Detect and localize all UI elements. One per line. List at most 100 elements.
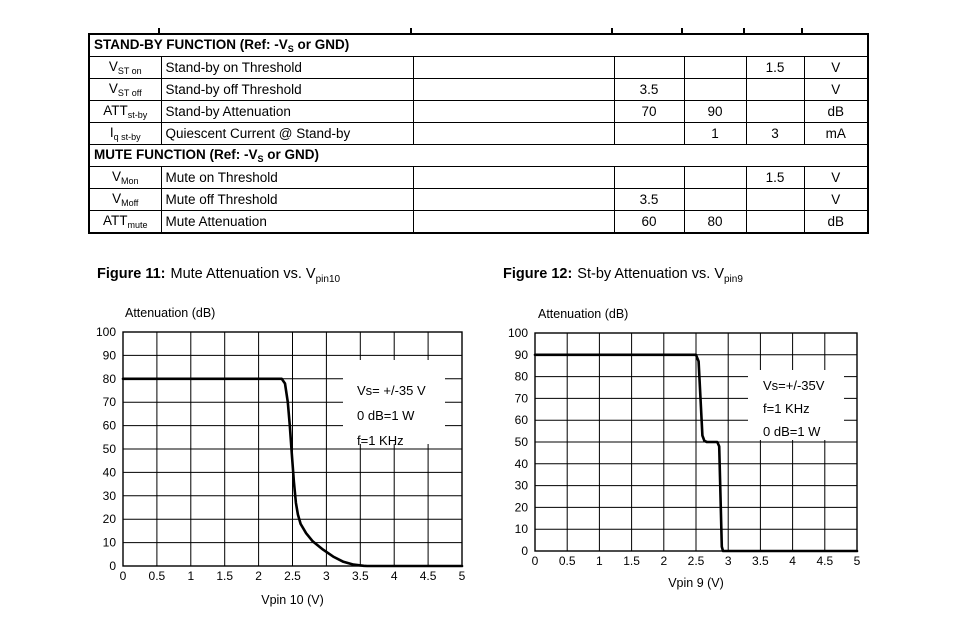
y-axis-title: Attenuation (dB)	[125, 306, 215, 320]
svg-text:0.5: 0.5	[149, 569, 166, 583]
svg-text:0: 0	[532, 554, 539, 568]
unit-cell: V	[803, 56, 869, 79]
vs-subscript: S	[257, 154, 264, 164]
svg-text:0: 0	[120, 569, 127, 583]
svg-text:3.5: 3.5	[752, 554, 769, 568]
parameter-cell: Mute on Threshold	[160, 166, 414, 189]
typ-cell	[683, 166, 747, 189]
svg-text:0.5: 0.5	[559, 554, 576, 568]
max-cell: 3	[745, 122, 805, 145]
table-continuation-tick	[611, 28, 613, 33]
svg-text:80: 80	[103, 372, 117, 386]
spec-row: ATTmute Mute Attenuation 60 80 dB	[88, 210, 869, 234]
min-cell	[613, 122, 685, 145]
svg-text:2.5: 2.5	[688, 554, 705, 568]
svg-text:50: 50	[515, 435, 529, 449]
svg-text:4.5: 4.5	[420, 569, 437, 583]
typ-cell: 1	[683, 122, 747, 145]
parameter-cell: Stand-by off Threshold	[160, 78, 414, 101]
table-continuation-tick	[743, 28, 745, 33]
svg-text:2: 2	[255, 569, 262, 583]
svg-text:10: 10	[515, 522, 529, 536]
max-cell: 1.5	[745, 166, 805, 189]
svg-text:Vs=+/-35V: Vs=+/-35V	[763, 378, 825, 393]
svg-text:100: 100	[96, 325, 116, 339]
table-continuation-tick	[801, 28, 803, 33]
x-axis-title: Vpin 10 (V)	[261, 593, 324, 607]
plot-border	[122, 331, 463, 567]
section-header-label: STAND-BY FUNCTION (Ref: -VS or GND)	[88, 33, 869, 57]
typ-cell: 90	[683, 100, 747, 123]
vs-subscript: S	[287, 44, 294, 54]
tick-labels: 0 0.5 1 1.5 2 2.5 3 3.5 4 4.5 50102030405060708090…	[508, 326, 861, 568]
svg-text:10: 10	[103, 536, 117, 550]
min-cell	[613, 166, 685, 189]
svg-text:40: 40	[515, 457, 529, 471]
unit-cell: mA	[803, 122, 869, 145]
condition-cell	[412, 56, 615, 79]
symbol-cell: VST on	[88, 56, 162, 79]
condition-cell	[412, 210, 615, 234]
section-header-standby: STAND-BY FUNCTION (Ref: -VS or GND)	[88, 33, 869, 57]
figure-12-caption-sub: pin9	[724, 273, 743, 285]
max-cell: 1.5	[745, 56, 805, 79]
svg-text:0 dB=1 W: 0 dB=1 W	[357, 408, 415, 423]
typ-cell: 80	[683, 210, 747, 234]
svg-text:40: 40	[103, 465, 117, 479]
unit-cell: V	[803, 188, 869, 211]
mute-attenuation-chart: 0 0.5 1 1.5 2 2.5 3 3.5 4 4.5 50102030405060708090…	[96, 306, 466, 607]
parameter-cell: Stand-by on Threshold	[160, 56, 414, 79]
condition-cell	[412, 78, 615, 101]
electrical-characteristics-table: STAND-BY FUNCTION (Ref: -VS or GND) VST …	[88, 28, 870, 234]
condition-cell	[412, 100, 615, 123]
svg-text:2: 2	[660, 554, 667, 568]
spec-row: VST on Stand-by on Threshold 1.5 V	[88, 56, 869, 79]
figure-12-title: Figure 12: St-by Attenuation vs. Vpin9	[503, 266, 743, 285]
condition-cell	[412, 188, 615, 211]
y-axis-title: Attenuation (dB)	[538, 307, 628, 321]
table-continuation-tick	[158, 28, 160, 33]
table-continuation-tick	[410, 28, 412, 33]
svg-text:50: 50	[103, 442, 117, 456]
spec-row: ATTst-by Stand-by Attenuation 70 90 dB	[88, 100, 869, 123]
figure-11-caption: Mute Attenuation vs. V	[170, 266, 316, 282]
spec-row: VMoff Mute off Threshold 3.5 V	[88, 188, 869, 211]
spec-row: VST off Stand-by off Threshold 3.5 V	[88, 78, 869, 101]
typ-cell	[683, 56, 747, 79]
spec-row: Iq st-by Quiescent Current @ Stand-by 1 …	[88, 122, 869, 145]
stby-attenuation-chart: 0 0.5 1 1.5 2 2.5 3 3.5 4 4.5 50102030405060708090…	[508, 307, 861, 590]
svg-text:90: 90	[103, 348, 117, 362]
symbol-cell: ATTst-by	[88, 100, 162, 123]
parameter-cell: Stand-by Attenuation	[160, 100, 414, 123]
parameter-cell: Mute off Threshold	[160, 188, 414, 211]
min-cell: 3.5	[613, 78, 685, 101]
symbol-cell: VMoff	[88, 188, 162, 211]
condition-cell	[412, 122, 615, 145]
figure-12-caption: St-by Attenuation vs. V	[577, 266, 724, 282]
min-cell	[613, 56, 685, 79]
mute-attenuation-curve	[121, 377, 464, 568]
svg-text:f=1 KHz: f=1 KHz	[357, 433, 404, 448]
spec-row: VMon Mute on Threshold 1.5 V	[88, 166, 869, 189]
plot-border	[534, 332, 858, 552]
figure-11-label: Figure 11:	[97, 266, 166, 282]
svg-text:f=1 KHz: f=1 KHz	[763, 401, 810, 416]
svg-text:3: 3	[725, 554, 732, 568]
min-cell: 3.5	[613, 188, 685, 211]
svg-text:4: 4	[789, 554, 796, 568]
min-cell: 70	[613, 100, 685, 123]
min-cell: 60	[613, 210, 685, 234]
typ-cell	[683, 78, 747, 101]
svg-text:0: 0	[521, 544, 528, 558]
svg-text:Vs= +/-35 V: Vs= +/-35 V	[357, 383, 426, 398]
max-cell	[745, 100, 805, 123]
svg-text:70: 70	[515, 391, 529, 405]
svg-text:30: 30	[103, 489, 117, 503]
svg-text:1.5: 1.5	[623, 554, 640, 568]
svg-text:90: 90	[515, 348, 529, 362]
max-cell	[745, 78, 805, 101]
symbol-cell: Iq st-by	[88, 122, 162, 145]
svg-text:5: 5	[854, 554, 861, 568]
svg-text:1: 1	[187, 569, 194, 583]
svg-text:60: 60	[515, 413, 529, 427]
